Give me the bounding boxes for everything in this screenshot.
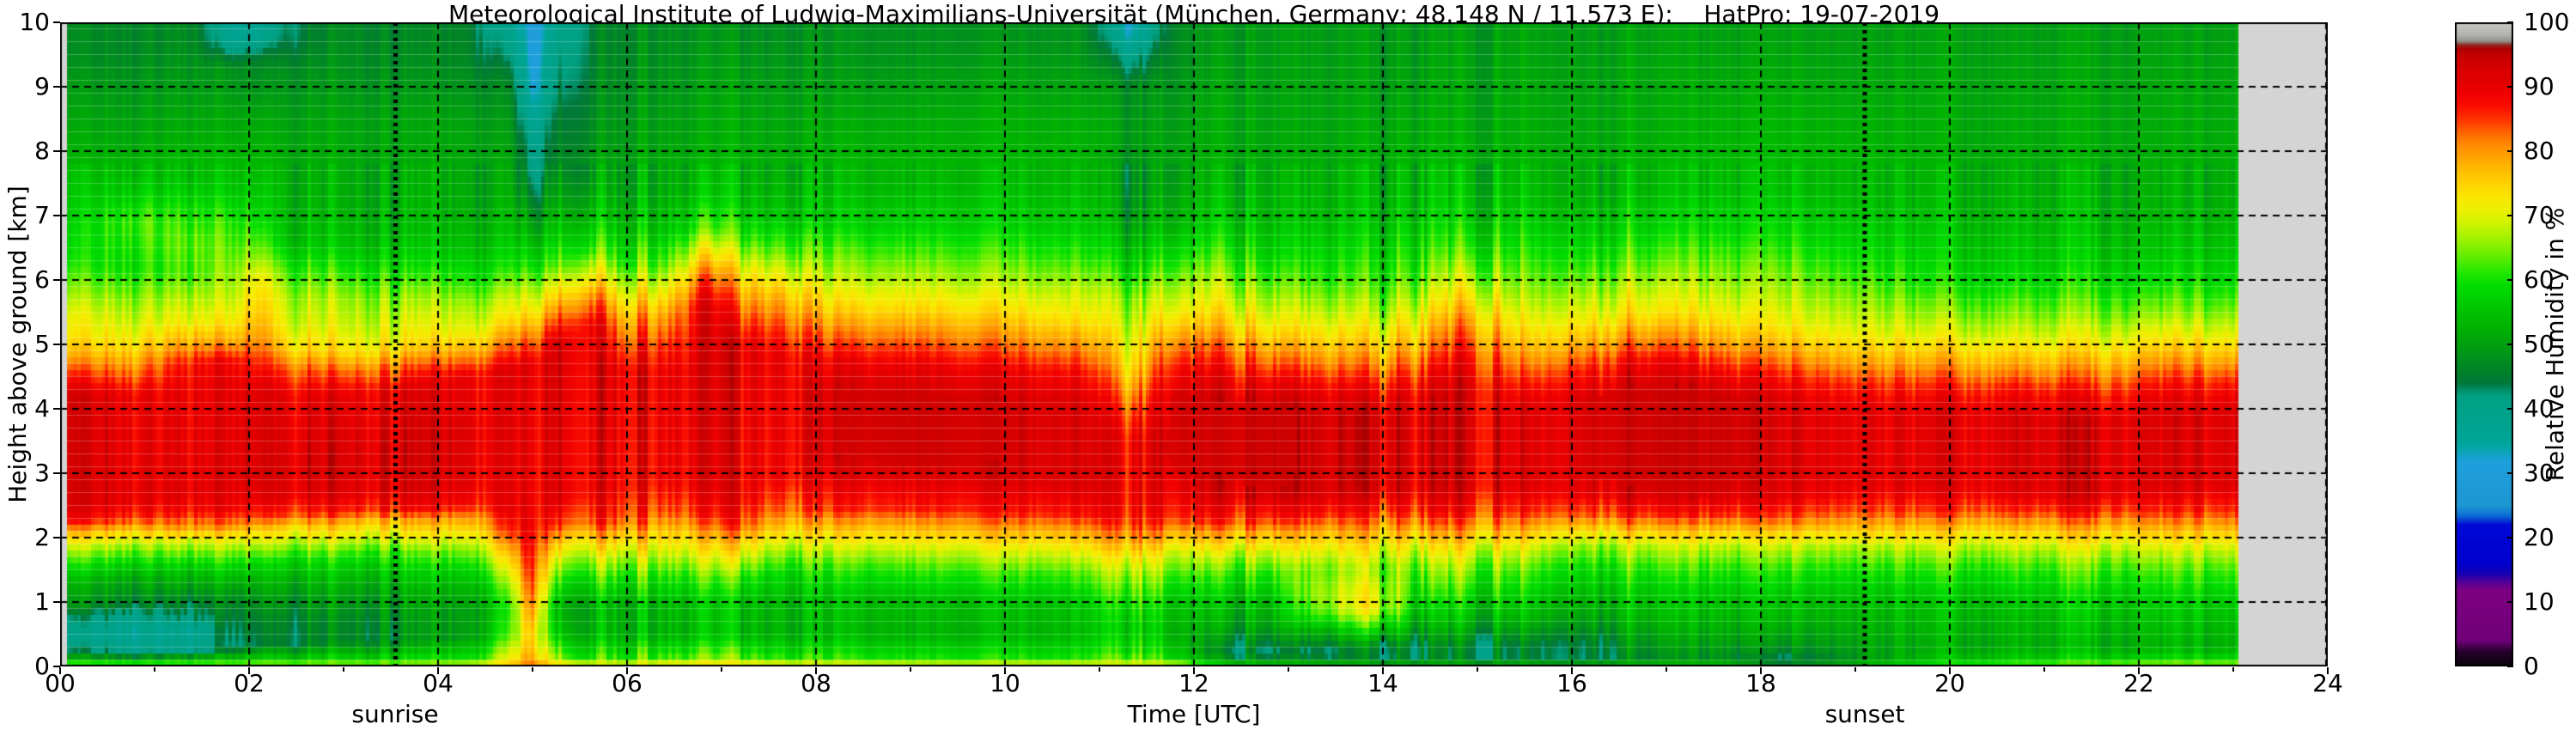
x-minor-tick-mark xyxy=(1854,667,1856,672)
y-tick-label: 9 xyxy=(34,72,50,100)
colorbar-tick-mark xyxy=(2507,666,2513,667)
colorbar-tick-mark xyxy=(2507,601,2513,603)
y-tick-mark xyxy=(53,150,60,152)
x-tick-label: 18 xyxy=(1745,669,1776,697)
x-tick-mark xyxy=(2327,667,2329,674)
colorbar-tick-label: 50 xyxy=(2524,330,2555,358)
colorbar-tick-label: 0 xyxy=(2524,652,2539,680)
x-axis-title: Time [UTC] xyxy=(1127,700,1261,728)
y-tick-label: 8 xyxy=(34,137,50,165)
colorbar-tick-label: 100 xyxy=(2524,8,2570,36)
x-tick-mark xyxy=(59,667,61,674)
x-tick-label: 06 xyxy=(612,669,642,697)
y-tick-mark xyxy=(53,279,60,281)
x-minor-tick-mark xyxy=(910,667,911,672)
y-tick-label: 0 xyxy=(34,652,50,680)
y-tick-label: 10 xyxy=(19,8,50,36)
x-tick-label: 24 xyxy=(2312,669,2343,697)
x-tick-mark xyxy=(1193,667,1195,674)
humidity-heatmap-canvas xyxy=(60,22,2328,666)
colorbar-tick-mark xyxy=(2507,86,2513,88)
colorbar-tick-mark xyxy=(2507,279,2513,281)
colorbar-tick-label: 40 xyxy=(2524,394,2555,423)
x-tick-mark xyxy=(815,667,817,674)
x-tick-mark xyxy=(248,667,250,674)
sunrise-label: sunrise xyxy=(351,700,439,728)
y-tick-mark xyxy=(53,408,60,410)
x-tick-label: 20 xyxy=(1934,669,1965,697)
x-minor-tick-mark xyxy=(721,667,722,672)
x-minor-tick-mark xyxy=(154,667,155,672)
colorbar-tick-label: 30 xyxy=(2524,459,2555,487)
x-minor-tick-mark xyxy=(343,667,344,672)
colorbar-tick-label: 80 xyxy=(2524,137,2555,165)
x-tick-mark xyxy=(626,667,628,674)
y-tick-label: 7 xyxy=(34,201,50,229)
y-tick-label: 2 xyxy=(34,523,50,551)
colorbar-tick-mark xyxy=(2507,408,2513,410)
x-tick-mark xyxy=(1004,667,1006,674)
y-tick-label: 5 xyxy=(34,330,50,358)
y-tick-mark xyxy=(53,86,60,88)
y-axis-title: Height above ground [km] xyxy=(3,186,32,503)
y-tick-mark xyxy=(53,601,60,603)
colorbar-tick-mark xyxy=(2507,537,2513,538)
y-tick-mark xyxy=(53,537,60,538)
y-tick-mark xyxy=(53,344,60,345)
colorbar-tick-mark xyxy=(2507,472,2513,474)
x-tick-mark xyxy=(1571,667,1573,674)
x-tick-label: 04 xyxy=(423,669,454,697)
colorbar-tick-mark xyxy=(2507,21,2513,23)
colorbar-tick-label: 90 xyxy=(2524,72,2555,100)
x-minor-tick-mark xyxy=(2232,667,2234,672)
x-minor-tick-mark xyxy=(1288,667,1289,672)
colorbar-tick-mark xyxy=(2507,215,2513,216)
x-tick-label: 02 xyxy=(234,669,265,697)
y-tick-mark xyxy=(53,472,60,474)
x-tick-label: 00 xyxy=(45,669,76,697)
y-tick-mark xyxy=(53,21,60,23)
y-tick-label: 6 xyxy=(34,265,50,294)
x-minor-tick-mark xyxy=(2043,667,2045,672)
x-minor-tick-mark xyxy=(1477,667,1478,672)
x-tick-label: 22 xyxy=(2123,669,2154,697)
x-tick-label: 16 xyxy=(1556,669,1587,697)
colorbar-title: Relative Humidity in % xyxy=(2541,207,2569,482)
x-tick-label: 08 xyxy=(801,669,831,697)
sunset-label: sunset xyxy=(1824,700,1905,728)
colorbar-tick-label: 60 xyxy=(2524,265,2555,294)
colorbar-tick-mark xyxy=(2507,344,2513,345)
y-tick-mark xyxy=(53,666,60,667)
x-tick-mark xyxy=(2138,667,2140,674)
x-tick-mark xyxy=(1949,667,1951,674)
x-minor-tick-mark xyxy=(1099,667,1100,672)
x-tick-mark xyxy=(1760,667,1762,674)
x-tick-label: 12 xyxy=(1178,669,1209,697)
x-minor-tick-mark xyxy=(532,667,533,672)
x-tick-label: 14 xyxy=(1367,669,1398,697)
colorbar-tick-label: 10 xyxy=(2524,587,2555,616)
y-tick-label: 1 xyxy=(34,587,50,616)
y-tick-label: 4 xyxy=(34,394,50,423)
x-tick-mark xyxy=(1382,667,1384,674)
y-tick-mark xyxy=(53,215,60,216)
colorbar-tick-mark xyxy=(2507,150,2513,152)
colorbar-canvas xyxy=(2455,22,2513,666)
y-tick-label: 3 xyxy=(34,459,50,487)
colorbar-tick-label: 70 xyxy=(2524,201,2555,229)
colorbar-tick-label: 20 xyxy=(2524,523,2555,551)
x-tick-mark xyxy=(437,667,439,674)
x-tick-label: 10 xyxy=(990,669,1020,697)
x-minor-tick-mark xyxy=(1666,667,1667,672)
